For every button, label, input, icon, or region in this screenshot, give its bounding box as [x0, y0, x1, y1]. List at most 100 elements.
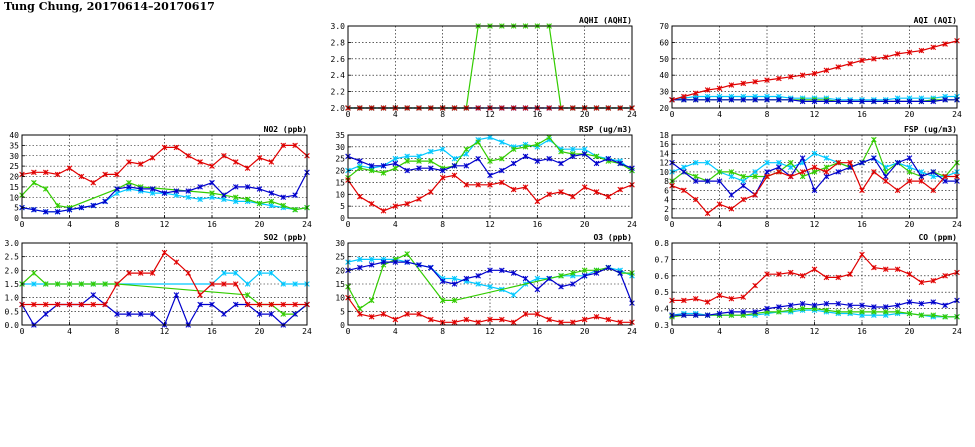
data-point-o3-3-16	[534, 311, 541, 317]
chart-title: CO (ppm)	[918, 233, 957, 242]
data-point-fsp-2-9	[776, 164, 782, 171]
data-point-aqi-3-16	[859, 57, 865, 64]
data-point-rsp-2-13	[499, 167, 505, 174]
data-point-aqi-2-3	[704, 97, 711, 103]
data-point-fsp-0-22	[930, 173, 937, 180]
data-point-so2-3-17	[221, 281, 227, 287]
data-point-fsp-0-5	[728, 173, 735, 180]
y-tick-label: 10	[659, 168, 669, 177]
y-tick-label: 3.0	[5, 239, 20, 248]
data-point-aqi-3-4	[716, 85, 723, 92]
data-point-rsp-2-1	[357, 158, 363, 164]
y-tick-label: 30	[9, 152, 19, 161]
series-line-aqi-3	[671, 40, 958, 101]
y-tick-label: 2.5	[5, 253, 20, 262]
data-point-fsp-2-2	[692, 178, 699, 184]
x-tick-label: 8	[765, 110, 770, 119]
data-point-rsp-2-4	[392, 160, 399, 167]
data-point-o3-0-1	[357, 256, 363, 263]
data-point-rsp-2-23	[617, 160, 623, 167]
data-point-so2-3-13	[173, 259, 180, 265]
data-point-rsp-1-17	[546, 134, 552, 141]
data-point-o3-2-22	[605, 264, 612, 271]
data-point-co-1-10	[787, 307, 794, 314]
data-point-co-3-14	[835, 274, 842, 281]
data-point-co-2-17	[871, 304, 877, 310]
x-tick-label: 24	[627, 110, 637, 119]
data-point-o3-2-23	[617, 270, 623, 276]
data-point-o3-3-13	[499, 316, 505, 323]
data-point-aqi-2-6	[740, 97, 747, 103]
data-point-fsp-3-21	[918, 178, 925, 184]
data-point-no2-3-4	[66, 165, 73, 171]
data-point-no2-2-12	[161, 190, 168, 196]
data-point-rsp-3-16	[534, 198, 541, 205]
y-tick-label: 18	[659, 131, 669, 140]
data-point-so2-2-9	[126, 311, 132, 317]
data-point-no2-3-7	[102, 171, 108, 178]
data-point-so2-1-6	[90, 281, 97, 287]
data-point-co-2-22	[930, 299, 937, 305]
data-point-rsp-1-4	[392, 165, 399, 171]
data-point-no2-0-11	[149, 190, 156, 196]
data-point-co-1-11	[799, 305, 806, 312]
x-tick-label: 24	[627, 220, 637, 229]
data-point-fsp-3-15	[847, 159, 853, 166]
data-point-so2-0-1	[31, 281, 37, 287]
data-point-aqi-2-22	[930, 98, 937, 105]
data-point-o3-2-20	[581, 273, 588, 279]
data-point-rsp-0-19	[570, 146, 576, 153]
data-point-fsp-1-17	[871, 136, 877, 143]
x-tick-label: 16	[533, 327, 543, 336]
data-point-co-3-7	[752, 282, 758, 289]
y-tick-label: 0.3	[655, 321, 670, 330]
data-point-so2-2-11	[149, 311, 156, 317]
x-tick-label: 12	[810, 327, 820, 336]
data-point-rsp-1-11	[475, 139, 481, 145]
plot-frame	[671, 25, 958, 109]
y-tick-label: 20	[335, 266, 345, 275]
data-point-aqi-2-16	[859, 98, 865, 105]
data-point-rsp-3-12	[487, 182, 493, 188]
data-point-o3-3-11	[475, 319, 481, 326]
data-point-no2-0-17	[221, 196, 227, 203]
data-point-fsp-2-1	[681, 169, 687, 175]
y-tick-label: 0.6	[655, 272, 670, 281]
data-point-fsp-2-8	[764, 169, 770, 175]
y-tick-label: 14	[659, 149, 669, 158]
data-point-aqi-2-9	[776, 97, 782, 103]
data-point-co-3-1	[681, 297, 687, 304]
data-point-no2-0-13	[173, 192, 180, 198]
data-point-fsp-2-13	[823, 173, 830, 180]
data-point-co-2-2	[692, 312, 699, 318]
data-point-rsp-2-20	[581, 151, 588, 157]
data-point-fsp-3-12	[811, 164, 818, 171]
data-point-no2-0-14	[185, 194, 192, 201]
data-point-fsp-3-19	[894, 187, 901, 194]
data-point-aqi-2-13	[823, 98, 830, 105]
data-point-o3-1-1	[357, 305, 363, 312]
data-point-rsp-2-18	[558, 160, 564, 167]
chart-title: NO2 (ppb)	[264, 125, 307, 134]
data-point-no2-2-10	[137, 186, 144, 192]
data-point-aqi-2-18	[882, 98, 889, 105]
data-point-o3-2-15	[522, 275, 529, 282]
data-point-aqi-3-15	[847, 60, 853, 67]
x-tick-label: 24	[952, 220, 962, 229]
data-point-o3-2-21	[593, 270, 600, 276]
x-tick-label: 16	[857, 110, 867, 119]
data-point-fsp-1-12	[811, 169, 818, 175]
y-tick-label: 0	[340, 321, 345, 330]
data-point-fsp-3-20	[906, 178, 913, 184]
data-point-co-2-8	[764, 305, 770, 312]
data-point-aqi-2-23	[942, 97, 948, 103]
y-tick-label: 40	[659, 71, 669, 80]
data-point-no2-3-16	[209, 163, 215, 169]
x-tick-label: 8	[115, 220, 120, 229]
data-point-rsp-1-18	[558, 148, 564, 155]
y-tick-label: 2	[664, 205, 669, 214]
data-point-no2-3-17	[221, 152, 227, 159]
data-point-no2-2-8	[114, 186, 120, 192]
data-point-rsp-2-5	[404, 167, 410, 174]
data-point-no2-1-8	[209, 190, 215, 196]
